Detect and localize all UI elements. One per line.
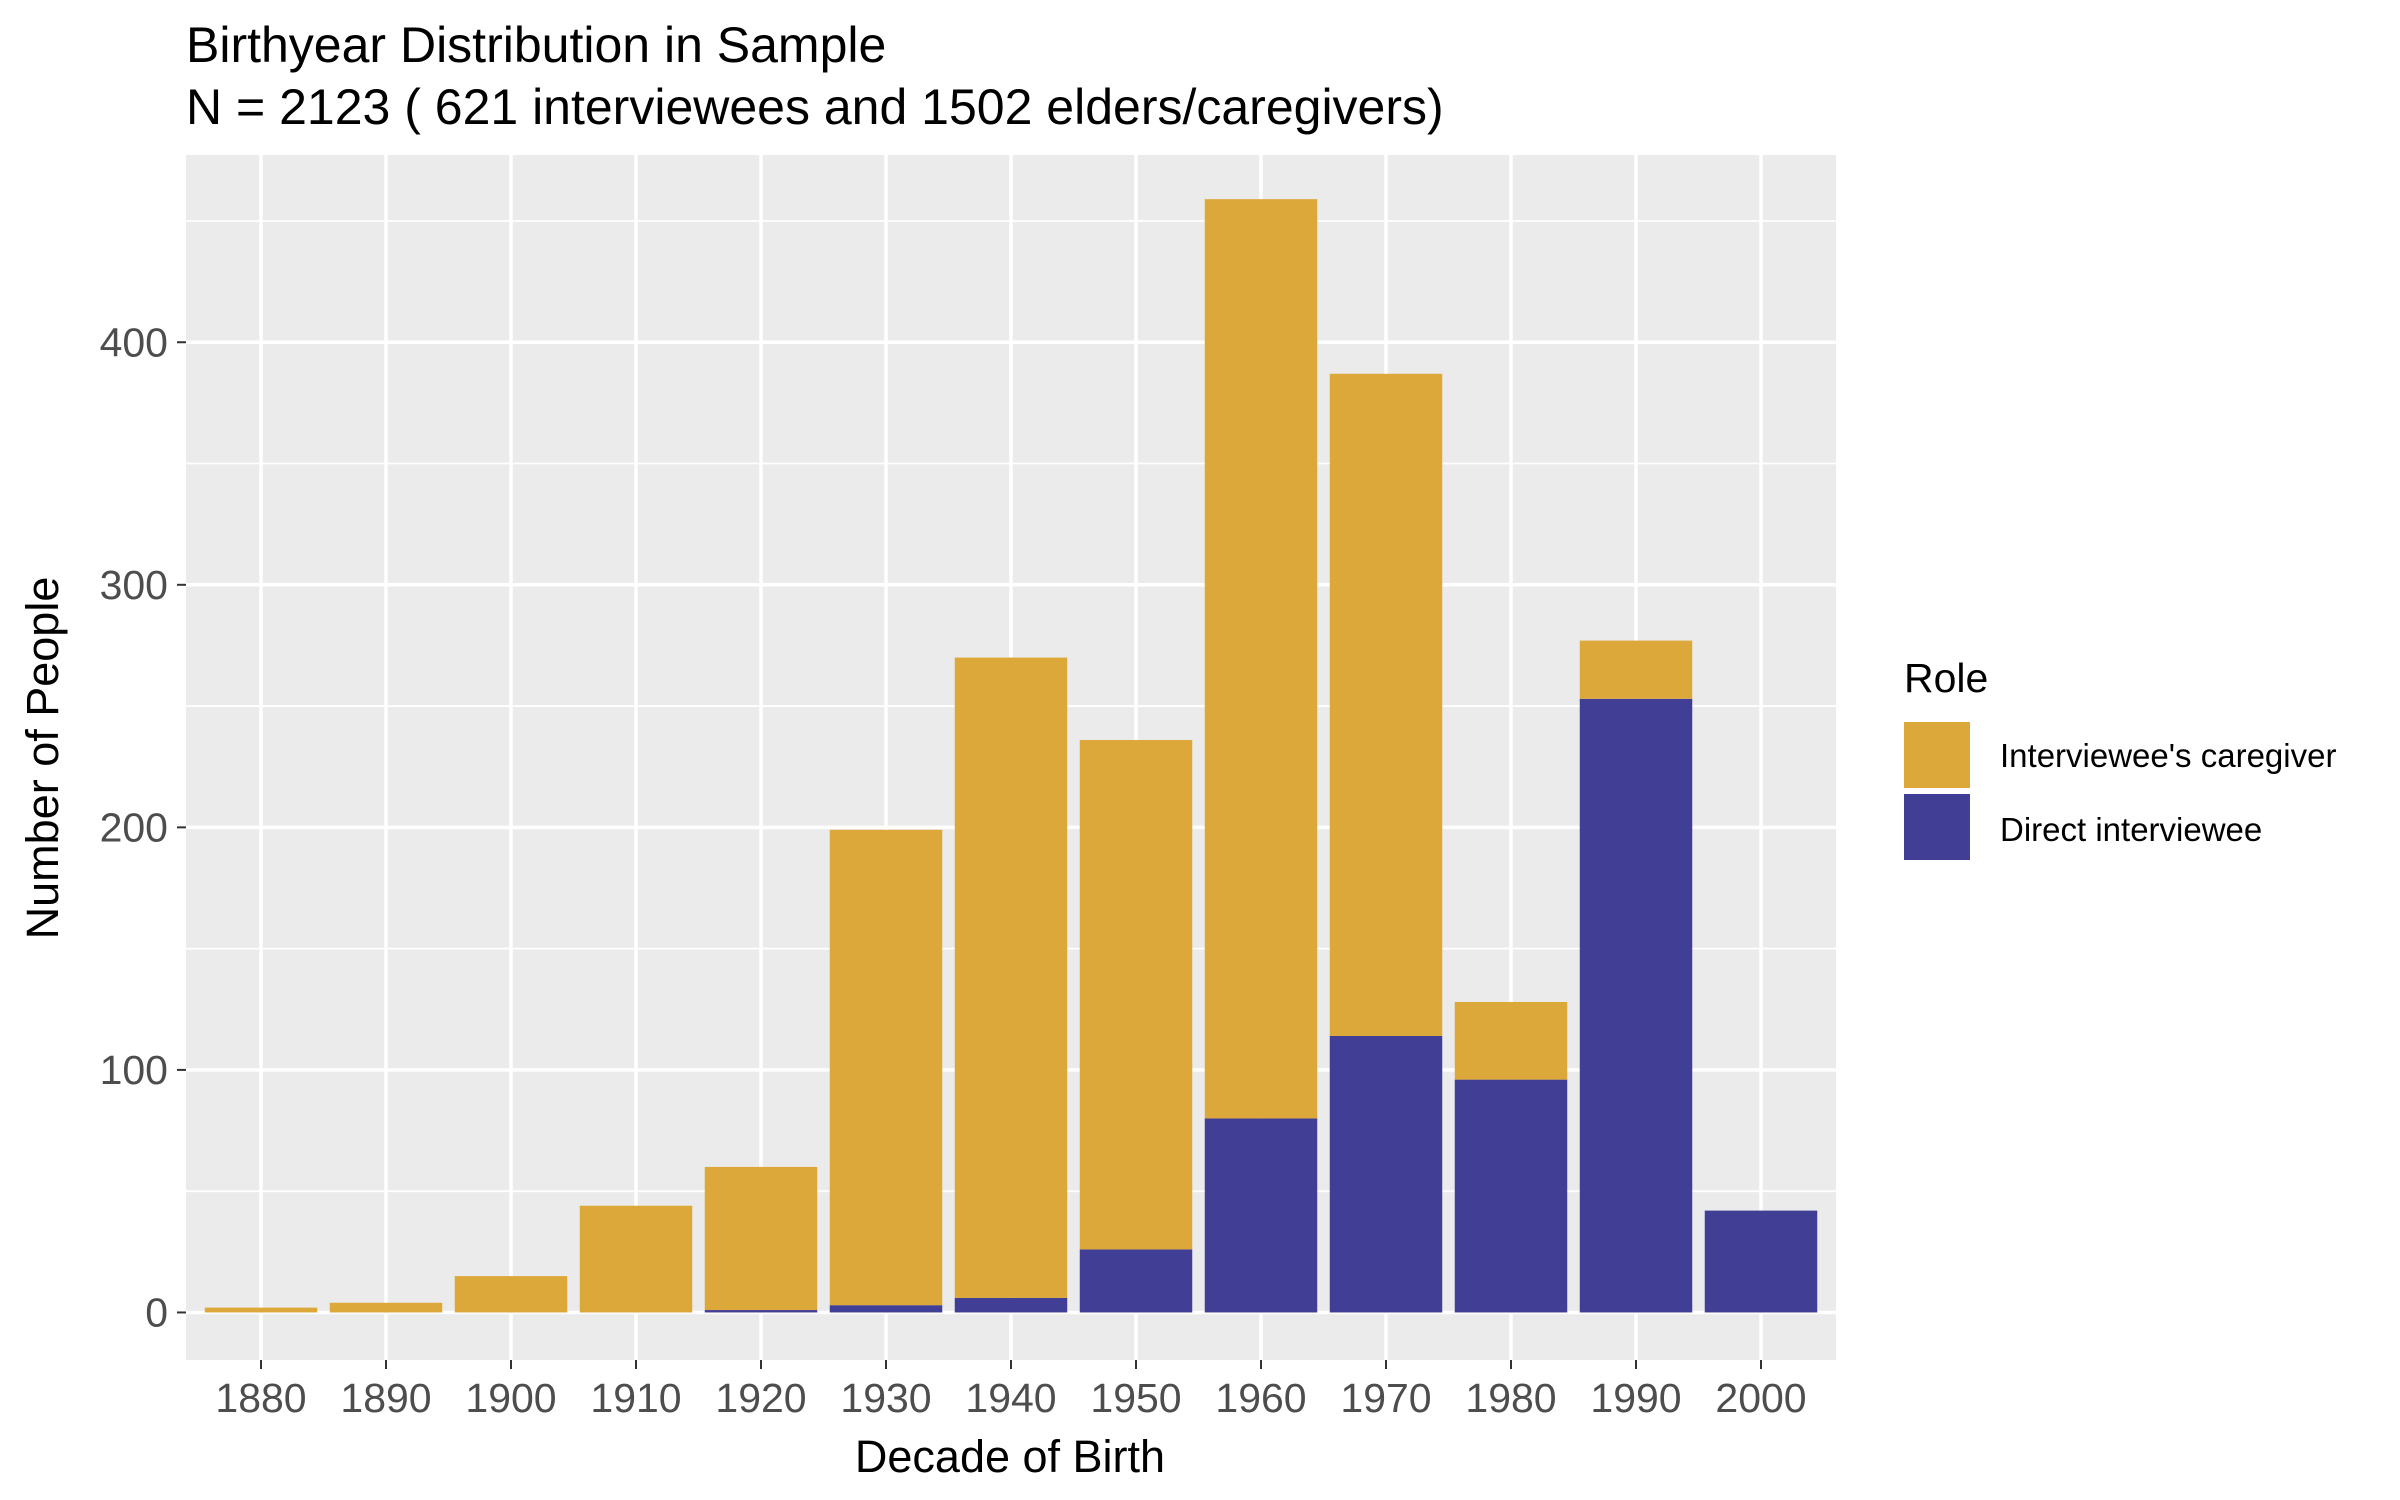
x-tick-label: 1930: [840, 1375, 931, 1421]
y-tick-label: 100: [100, 1047, 168, 1093]
bar-direct-interviewee-1960: [1204, 1118, 1318, 1313]
y-tick-label: 300: [100, 562, 168, 608]
bars: [204, 199, 1818, 1313]
chart-subtitle: N = 2123 ( 621 interviewees and 1502 eld…: [186, 79, 1444, 135]
x-axis-label: Decade of Birth: [855, 1431, 1165, 1482]
legend: Role Interviewee's caregiver Direct inte…: [1904, 655, 2336, 860]
bar-interviewee-s-caregiver-1980: [1454, 1001, 1568, 1080]
bar-direct-interviewee-1950: [1079, 1249, 1193, 1313]
x-tick-label: 2000: [1715, 1375, 1806, 1421]
x-tick-label: 1880: [215, 1375, 306, 1421]
bar-interviewee-s-caregiver-1970: [1329, 373, 1443, 1036]
bar-interviewee-s-caregiver-1920: [704, 1166, 818, 1311]
y-tick-label: 200: [100, 804, 168, 850]
x-tick-label: 1920: [715, 1375, 806, 1421]
bar-interviewee-s-caregiver-1930: [829, 829, 943, 1306]
x-tick-label: 1960: [1215, 1375, 1306, 1421]
y-tick-label: 0: [145, 1289, 168, 1335]
bar-interviewee-s-caregiver-1910: [579, 1205, 693, 1313]
y-axis-label: Number of People: [17, 577, 68, 940]
bar-direct-interviewee-1990: [1579, 698, 1693, 1313]
bar-interviewee-s-caregiver-1900: [454, 1276, 568, 1313]
bar-direct-interviewee-1930: [829, 1305, 943, 1313]
x-tick-label: 1980: [1465, 1375, 1556, 1421]
y-axis: 0 100 200 300 400: [100, 319, 186, 1335]
x-tick-label: 1900: [465, 1375, 556, 1421]
x-tick-label: 1890: [340, 1375, 431, 1421]
bar-direct-interviewee-1920: [704, 1310, 818, 1313]
bar-direct-interviewee-1940: [954, 1297, 1068, 1313]
x-tick-label: 1950: [1090, 1375, 1181, 1421]
bar-interviewee-s-caregiver-1880: [204, 1307, 318, 1313]
x-tick-label: 1970: [1340, 1375, 1431, 1421]
legend-label-interviewee: Direct interviewee: [2000, 811, 2262, 848]
bar-interviewee-s-caregiver-1950: [1079, 740, 1193, 1250]
bar-interviewee-s-caregiver-1960: [1204, 199, 1318, 1119]
bar-interviewee-s-caregiver-1990: [1579, 640, 1693, 699]
x-tick-label: 1990: [1590, 1375, 1681, 1421]
x-tick-label: 1910: [590, 1375, 681, 1421]
legend-title: Role: [1904, 655, 1988, 701]
y-tick-label: 400: [100, 319, 168, 365]
x-axis: 1880 1890 1900 1910 1920 1930 1940 1950 1960 1970…: [215, 1360, 1807, 1421]
x-tick-label: 1940: [965, 1375, 1056, 1421]
legend-swatch-interviewee: [1904, 794, 1970, 860]
bar-direct-interviewee-1980: [1454, 1079, 1568, 1313]
legend-swatch-caregiver: [1904, 722, 1970, 788]
bar-interviewee-s-caregiver-1940: [954, 657, 1068, 1298]
chart-title: Birthyear Distribution in Sample: [186, 17, 886, 73]
bar-interviewee-s-caregiver-1890: [329, 1302, 443, 1313]
bar-direct-interviewee-2000: [1704, 1210, 1818, 1313]
legend-label-caregiver: Interviewee's caregiver: [2000, 737, 2336, 774]
bar-direct-interviewee-1970: [1329, 1035, 1443, 1313]
